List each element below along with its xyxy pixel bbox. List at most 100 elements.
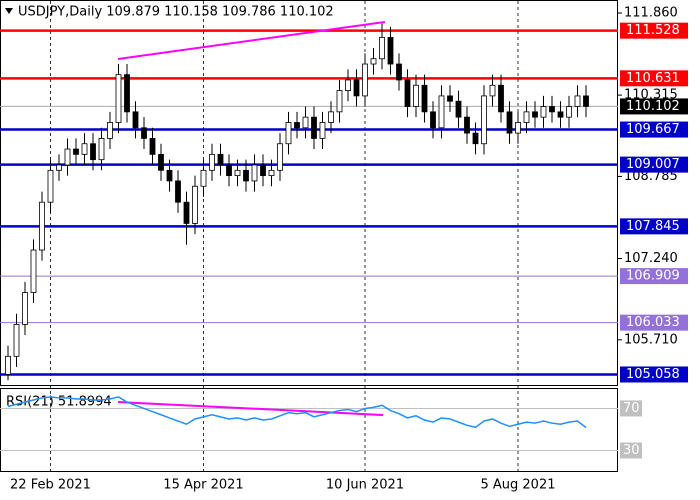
y-tick-label: 105.710 [624, 332, 678, 347]
candle-body [464, 116, 470, 134]
candle-body [515, 122, 521, 134]
candle-body [345, 79, 351, 91]
candle-body [311, 116, 317, 139]
chart-title: USDJPY,Daily 109.879 110.158 109.786 110… [18, 5, 334, 20]
candle-body [540, 106, 547, 118]
level-label-box [620, 268, 688, 285]
y-tick-label: 107.240 [624, 251, 678, 266]
candle-body [268, 169, 275, 177]
candle-body [124, 74, 130, 113]
level-label-box [620, 121, 688, 138]
candle-body [183, 201, 190, 224]
candle-body [107, 122, 113, 139]
price-label: 110.102 [626, 99, 680, 114]
candle-body [175, 180, 181, 203]
rsi-line [7, 396, 587, 429]
candle-body [438, 95, 445, 129]
rsi-label-box [620, 400, 642, 417]
candle-body [455, 100, 462, 118]
rsi-title: RSI(21) 51.8994 [6, 395, 112, 410]
level-label: 105.058 [626, 367, 680, 382]
candle-body [149, 138, 156, 155]
candle-body [132, 111, 139, 129]
candle-body [234, 169, 241, 177]
candle-body [421, 84, 428, 113]
candle-body [379, 37, 385, 60]
candle-body [447, 95, 453, 102]
level-label: 110.631 [626, 71, 680, 86]
menu-arrow[interactable] [5, 8, 13, 14]
candle-body [226, 164, 232, 177]
candle-body [489, 84, 496, 97]
level-label-box [620, 22, 688, 39]
candle-body [532, 111, 538, 118]
candle-body [217, 153, 224, 166]
price-label-box [620, 98, 688, 115]
divergence-line [117, 21, 386, 60]
candle-body [472, 132, 479, 145]
candle-body [13, 324, 20, 357]
candle-body [5, 355, 11, 375]
candle-body [81, 143, 88, 155]
x-tick-label: 15 Apr 2021 [163, 478, 243, 493]
candle-body [56, 164, 62, 171]
level-label-box [620, 156, 688, 173]
candle-body [498, 84, 504, 113]
candle-body [251, 164, 258, 182]
level-label: 109.007 [626, 157, 680, 172]
y-tick-label: 108.785 [624, 169, 678, 184]
x-tick-label: 22 Feb 2021 [10, 478, 91, 493]
candle-body [64, 148, 71, 166]
rsi-tick-label: 70 [623, 401, 640, 416]
rsi-panel [0, 388, 618, 472]
level-label-box [620, 70, 688, 87]
candle-body [413, 84, 419, 107]
main-panel [0, 0, 618, 386]
candle-body [166, 169, 173, 182]
candle-body [583, 95, 589, 107]
candle-body [404, 79, 411, 107]
y-tick-label: 111.860 [624, 6, 678, 21]
candle-body [277, 143, 283, 171]
candle-body [115, 74, 122, 123]
candle-body [574, 95, 581, 107]
level-label-box [620, 218, 688, 235]
candle-body [319, 122, 326, 139]
rsi-label-box [620, 442, 642, 459]
candle-body [523, 111, 530, 123]
candle-body [328, 111, 334, 123]
candle-body [557, 111, 564, 118]
candle-body [336, 90, 343, 113]
level-label-box [620, 314, 688, 331]
candle-body [158, 153, 164, 171]
candle-body [566, 106, 572, 118]
candle-body [22, 292, 28, 325]
candle-body [506, 111, 513, 134]
x-tick-label: 5 Aug 2021 [480, 478, 555, 493]
candle-body [73, 148, 79, 155]
candle-body [353, 79, 360, 97]
candle-body [260, 164, 266, 177]
candle-body [243, 169, 249, 182]
candle-body [362, 63, 368, 97]
level-label: 109.667 [626, 122, 680, 137]
candle-body [285, 122, 292, 145]
candle-body [302, 116, 309, 129]
rsi-tick-label: 30 [623, 443, 640, 458]
candle-body [481, 95, 487, 145]
level-label: 111.528 [626, 23, 680, 38]
candle-body [370, 58, 377, 65]
level-label: 107.845 [626, 219, 680, 234]
candle-body [141, 127, 147, 139]
candle-body [209, 153, 215, 171]
candle-body [98, 138, 105, 161]
candle-body [47, 169, 54, 203]
candle-body [192, 185, 198, 224]
candle-body [294, 122, 300, 129]
candle-body [549, 106, 555, 113]
level-label: 106.909 [626, 269, 680, 284]
candle-body [90, 143, 96, 161]
candle-body [200, 169, 207, 187]
